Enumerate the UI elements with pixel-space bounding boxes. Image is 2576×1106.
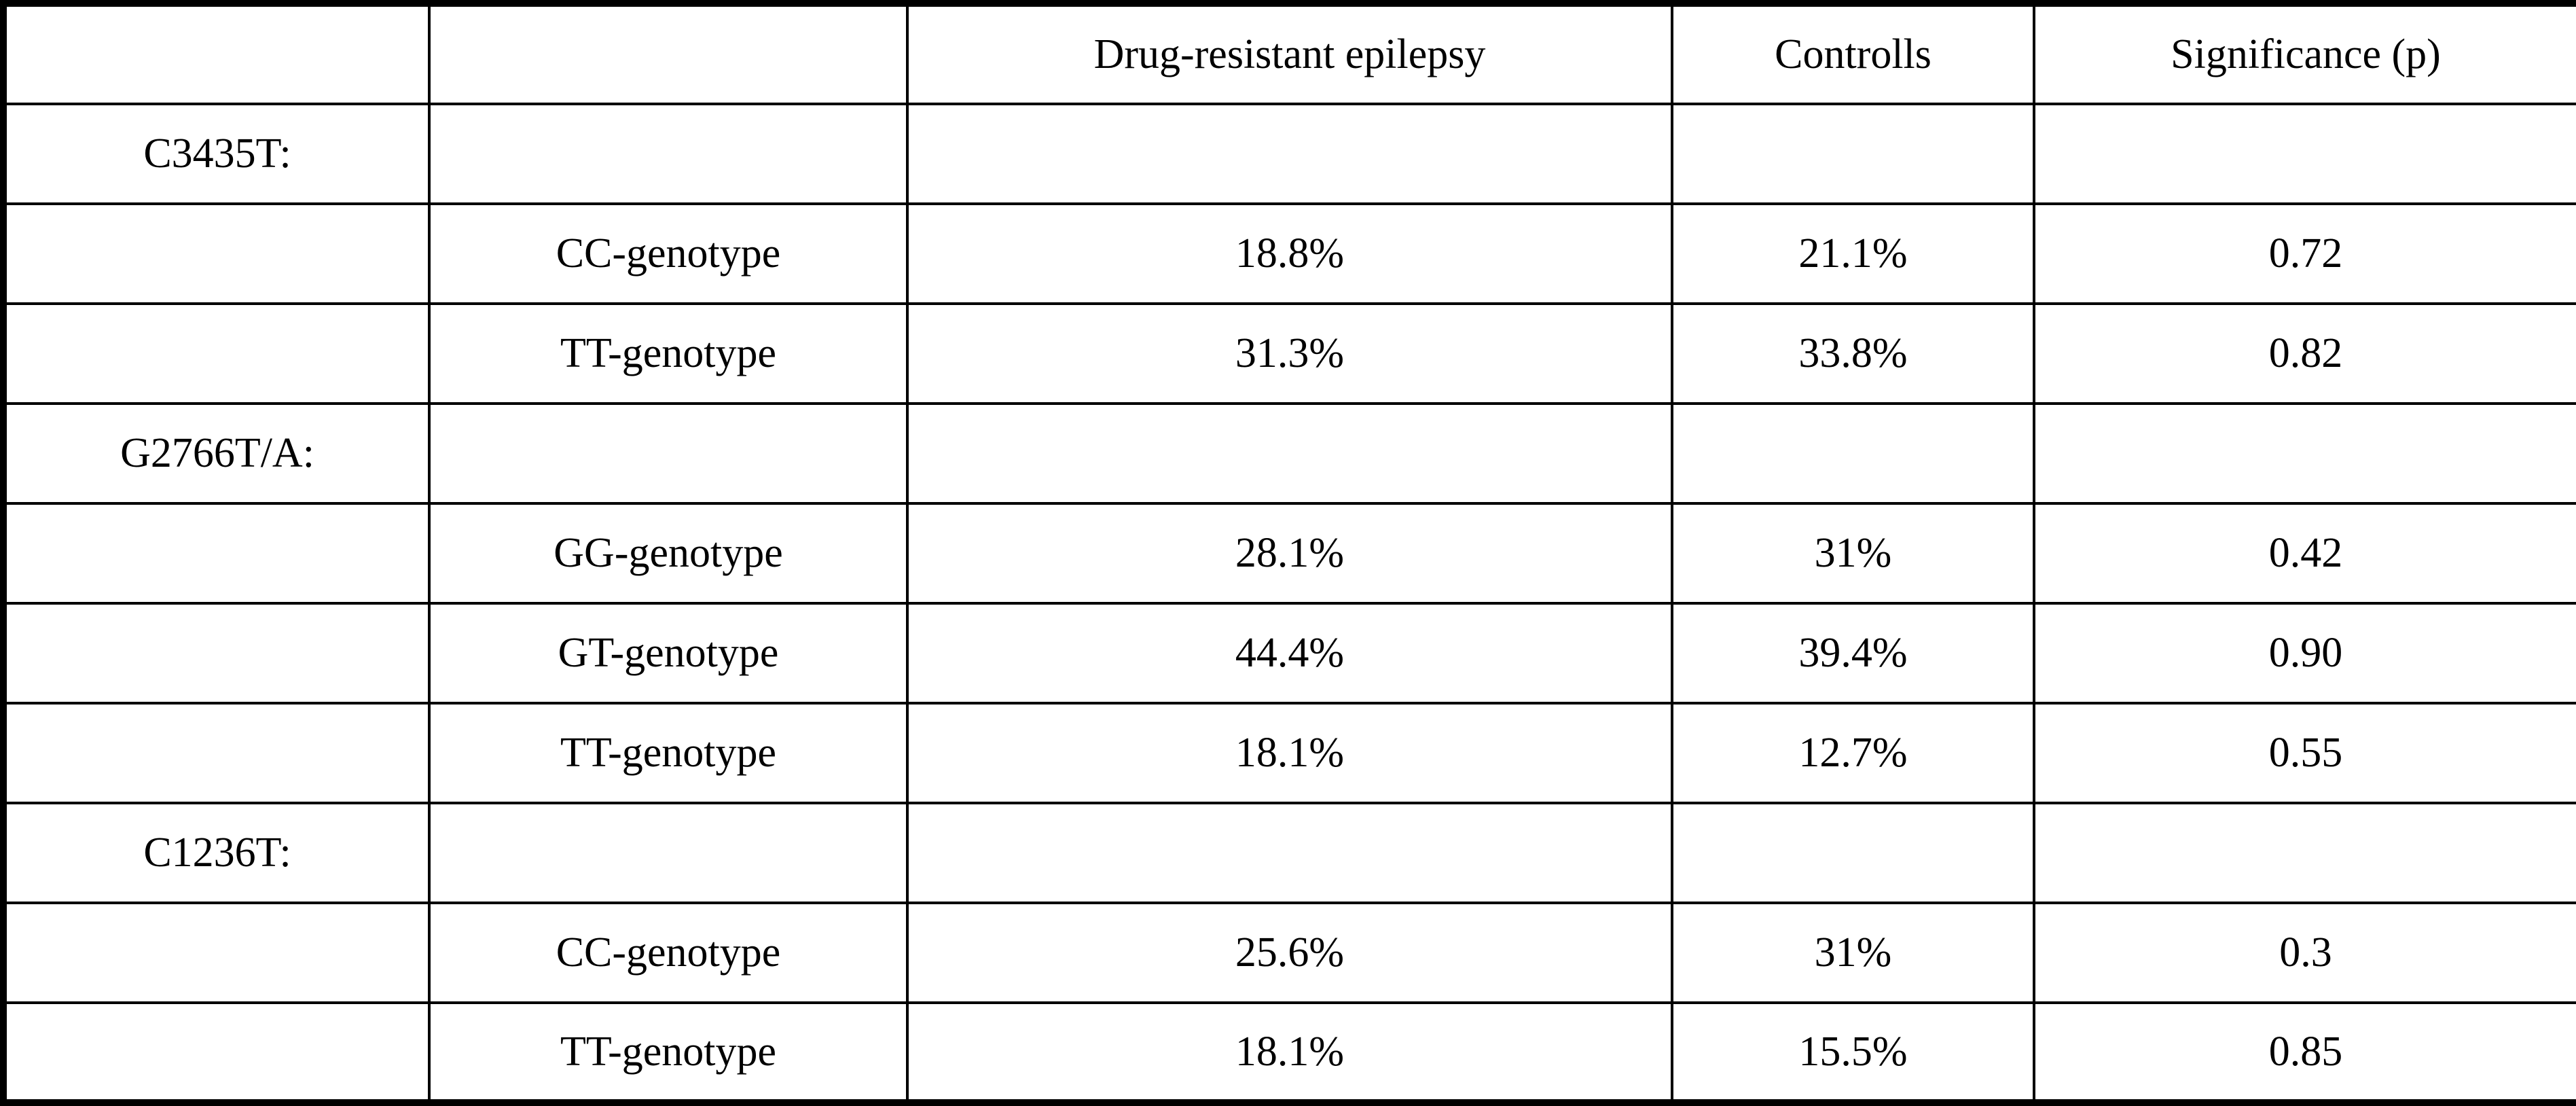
controls-value-cell: 21.1% (1671, 202, 2035, 305)
gene-label-cell: C1236T: (2, 802, 431, 904)
section-row-c3435t: C3435T: (2, 103, 2576, 205)
data-row-c1236t-tt: TT-genotype 18.1% 15.5% 0.85 (2, 1001, 2576, 1104)
empty-cell (2, 602, 431, 704)
empty-cell (2033, 103, 2576, 205)
empty-cell (428, 802, 909, 904)
data-row-c3435t-tt: TT-genotype 31.3% 33.8% 0.82 (2, 302, 2576, 405)
empty-cell (906, 802, 1673, 904)
gene-label-cell: G2766T/A: (2, 402, 431, 505)
p-value-cell: 0.3 (2033, 902, 2576, 1004)
epilepsy-value-cell: 28.1% (906, 502, 1673, 605)
empty-cell (1671, 402, 2035, 505)
epilepsy-value-cell: 18.8% (906, 202, 1673, 305)
p-value-cell: 0.42 (2033, 502, 2576, 605)
controls-value-cell: 12.7% (1671, 702, 2035, 804)
genotype-label-cell: TT-genotype (428, 302, 909, 405)
empty-cell (2, 502, 431, 605)
p-value-cell: 0.85 (2033, 1001, 2576, 1104)
column-header-drug-resistant-epilepsy: Drug-resistant epilepsy (906, 2, 1673, 105)
p-value-cell: 0.90 (2033, 602, 2576, 704)
epilepsy-value-cell: 18.1% (906, 702, 1673, 804)
epilepsy-value-cell: 25.6% (906, 902, 1673, 1004)
data-row-g2766ta-tt: TT-genotype 18.1% 12.7% 0.55 (2, 702, 2576, 804)
epilepsy-value-cell: 18.1% (906, 1001, 1673, 1104)
genotype-label-cell: GT-genotype (428, 602, 909, 704)
data-row-g2766ta-gg: GG-genotype 28.1% 31% 0.42 (2, 502, 2576, 605)
section-row-g2766ta: G2766T/A: (2, 402, 2576, 505)
controls-value-cell: 39.4% (1671, 602, 2035, 704)
section-row-c1236t: C1236T: (2, 802, 2576, 904)
controls-value-cell: 33.8% (1671, 302, 2035, 405)
empty-cell (2033, 802, 2576, 904)
empty-cell (2, 1001, 431, 1104)
column-header-controlls: Controlls (1671, 2, 2035, 105)
p-value-cell: 0.82 (2033, 302, 2576, 405)
column-header-significance-p: Significance (p) (2033, 2, 2576, 105)
empty-cell (1671, 802, 2035, 904)
data-row-c1236t-cc: CC-genotype 25.6% 31% 0.3 (2, 902, 2576, 1004)
column-header-empty-1 (2, 2, 431, 105)
genotype-label-cell: CC-genotype (428, 202, 909, 305)
data-row-g2766ta-gt: GT-genotype 44.4% 39.4% 0.90 (2, 602, 2576, 704)
p-value-cell: 0.72 (2033, 202, 2576, 305)
epilepsy-value-cell: 31.3% (906, 302, 1673, 405)
empty-cell (2, 702, 431, 804)
empty-cell (2, 902, 431, 1004)
controls-value-cell: 31% (1671, 502, 2035, 605)
controls-value-cell: 31% (1671, 902, 2035, 1004)
gene-label-cell: C3435T: (2, 103, 431, 205)
genotype-label-cell: CC-genotype (428, 902, 909, 1004)
empty-cell (906, 402, 1673, 505)
empty-cell (428, 103, 909, 205)
genotype-label-cell: TT-genotype (428, 1001, 909, 1104)
genotype-label-cell: GG-genotype (428, 502, 909, 605)
epilepsy-value-cell: 44.4% (906, 602, 1673, 704)
empty-cell (2, 202, 431, 305)
genotype-label-cell: TT-genotype (428, 702, 909, 804)
empty-cell (428, 402, 909, 505)
table-header-row: Drug-resistant epilepsy Controlls Signif… (2, 2, 2576, 105)
empty-cell (1671, 103, 2035, 205)
empty-cell (2033, 402, 2576, 505)
empty-cell (2, 302, 431, 405)
data-row-c3435t-cc: CC-genotype 18.8% 21.1% 0.72 (2, 202, 2576, 305)
controls-value-cell: 15.5% (1671, 1001, 2035, 1104)
empty-cell (906, 103, 1673, 205)
p-value-cell: 0.55 (2033, 702, 2576, 804)
column-header-empty-2 (428, 2, 909, 105)
